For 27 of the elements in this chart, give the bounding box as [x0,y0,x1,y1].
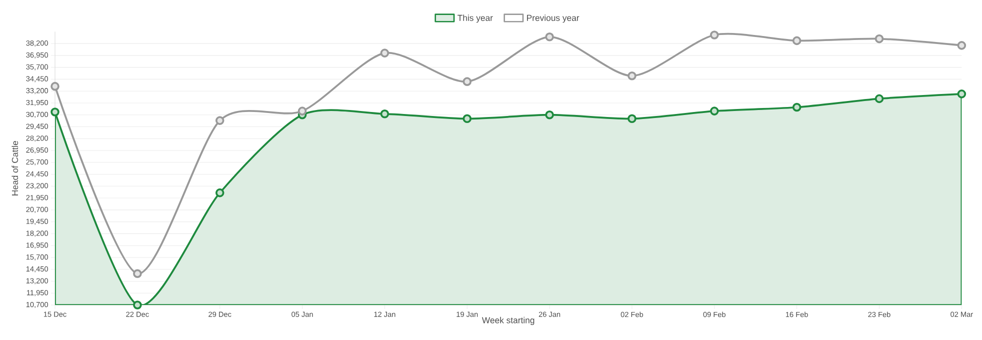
point [710,30,719,40]
point [545,32,554,42]
point [462,114,472,124]
point [215,188,224,198]
point [133,300,142,310]
point [874,34,884,44]
legend-label: Previous year [527,14,580,23]
point [462,77,472,86]
point [133,269,142,278]
point [298,106,307,116]
point [957,90,966,98]
y-axis-title: Head of Cattle [12,141,18,196]
legend-label: This year [458,14,493,23]
point [792,102,802,112]
point [710,106,719,116]
point [957,41,966,50]
point [50,108,60,116]
point [50,82,60,91]
point [215,116,224,125]
point [380,110,390,118]
point [792,36,802,46]
point [628,71,636,80]
point [874,94,884,104]
point [545,110,554,120]
x-axis-title: Week starting [482,316,534,325]
point [380,48,390,58]
point [628,114,636,124]
